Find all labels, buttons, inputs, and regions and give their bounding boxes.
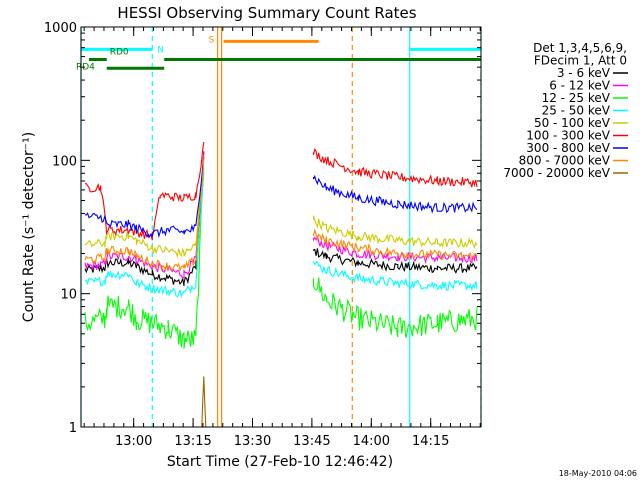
legend-label: 800 - 7000 keV <box>519 154 611 168</box>
marker-layer: S N RD0 RD4 <box>76 27 482 427</box>
plot-frame <box>80 26 482 428</box>
decimation-label-rd0: RD0 <box>110 48 129 58</box>
x-tick-label: 14:15 <box>412 434 449 449</box>
series-line <box>201 376 207 428</box>
x-axis-label: Start Time (27-Feb-10 12:46:42) <box>167 454 393 470</box>
legend: Det 1,3,4,5,6,9,FDecim 1, Att 03 - 6 keV… <box>503 41 628 180</box>
legend-label: 25 - 50 keV <box>542 104 611 118</box>
x-tick-label: 13:45 <box>293 434 330 449</box>
legend-label: 300 - 800 keV <box>526 141 610 155</box>
y-tick-label: 1000 <box>44 21 77 36</box>
series-line <box>84 151 478 286</box>
chart-title: HESSI Observing Summary Count Rates <box>117 4 416 22</box>
y-tick-label: 10 <box>60 288 77 303</box>
legend-header: Det 1,3,4,5,6,9, <box>533 41 627 55</box>
legend-label: 6 - 12 keV <box>549 79 611 93</box>
series-line <box>84 167 478 299</box>
y-tick-label: 100 <box>52 154 77 169</box>
series-line <box>84 171 478 349</box>
x-tick-label: 13:00 <box>115 434 152 449</box>
legend-label: 3 - 6 keV <box>557 66 611 80</box>
y-axis: 1 10 100 1000 <box>44 21 481 436</box>
footer-timestamp: 18-May-2010 04:06 <box>559 469 637 478</box>
legend-label: 100 - 300 keV <box>526 129 610 143</box>
series-line <box>84 155 478 259</box>
x-tick-label: 13:15 <box>174 434 211 449</box>
y-axis-label: Count Rate (s⁻¹ detector⁻¹) <box>21 132 37 322</box>
series-line <box>84 157 478 273</box>
decimation-label-rd4: RD4 <box>76 63 95 73</box>
series-line <box>84 152 478 279</box>
series-line <box>85 141 478 241</box>
night-label: N <box>157 45 164 55</box>
legend-label: 50 - 100 keV <box>534 116 611 130</box>
legend-label: 7000 - 20000 keV <box>503 166 610 180</box>
saa-label: S <box>209 35 215 45</box>
x-tick-label: 13:30 <box>234 434 271 449</box>
series-layer <box>84 141 478 428</box>
legend-label: 12 - 25 keV <box>542 91 611 105</box>
legend-header: FDecim 1, Att 0 <box>534 54 627 68</box>
y-tick-label: 1 <box>69 421 77 436</box>
x-axis: 13:00 13:15 13:30 13:45 14:00 14:15 <box>83 27 481 449</box>
series-line <box>84 156 478 239</box>
x-tick-label: 14:00 <box>353 434 390 449</box>
